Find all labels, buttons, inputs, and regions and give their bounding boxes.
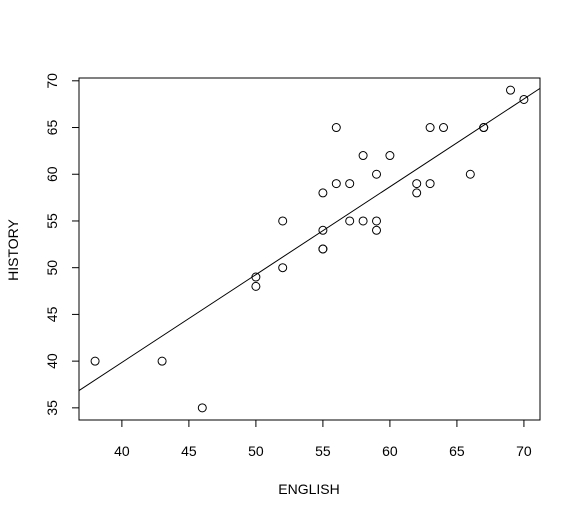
x-tick-label: 55	[315, 443, 331, 459]
y-tick-label: 60	[44, 166, 60, 182]
y-axis-label: HISTORY	[5, 218, 21, 280]
data-point	[251, 281, 261, 291]
y-tick-label: 35	[44, 400, 60, 416]
data-points-layer	[90, 85, 529, 413]
y-tick-label: 50	[44, 260, 60, 276]
y-tick-label: 70	[44, 73, 60, 89]
data-point	[318, 244, 328, 254]
data-point	[278, 216, 288, 226]
x-axis: 40 45 50 55 60 65 70	[114, 420, 532, 459]
data-point	[331, 123, 341, 133]
plot-frame	[78, 77, 541, 421]
regression-line	[78, 87, 541, 391]
y-tick-label: 55	[44, 213, 60, 229]
data-point	[372, 216, 382, 226]
data-point	[358, 151, 368, 161]
data-point	[157, 356, 167, 366]
data-point	[465, 169, 475, 179]
data-point	[345, 216, 355, 226]
data-point	[278, 263, 288, 273]
y-tick-label: 40	[44, 353, 60, 369]
x-tick-label: 45	[181, 443, 197, 459]
data-point	[412, 188, 422, 198]
y-tick-label: 65	[44, 120, 60, 136]
x-tick-label: 50	[248, 443, 264, 459]
data-point	[412, 179, 422, 189]
data-point	[425, 123, 435, 133]
data-point	[318, 188, 328, 198]
data-point	[506, 85, 516, 95]
x-axis-label: ENGLISH	[278, 481, 339, 497]
y-tick-label: 45	[44, 306, 60, 322]
data-point	[197, 403, 207, 413]
x-tick-label: 70	[516, 443, 532, 459]
data-point	[345, 179, 355, 189]
x-tick-label: 60	[382, 443, 398, 459]
data-point	[318, 225, 328, 235]
regression-line-layer	[78, 87, 541, 391]
data-point	[251, 272, 261, 282]
y-axis: 35 40 45 50 55 60 65 70	[44, 73, 79, 416]
data-point	[90, 356, 100, 366]
data-point	[519, 94, 529, 104]
data-point	[372, 169, 382, 179]
data-point	[331, 179, 341, 189]
data-point	[385, 151, 395, 161]
data-point	[479, 123, 489, 133]
data-point	[358, 216, 368, 226]
data-point	[425, 179, 435, 189]
data-point	[439, 123, 449, 133]
x-tick-label: 40	[114, 443, 130, 459]
x-tick-label: 65	[449, 443, 465, 459]
data-point	[372, 225, 382, 235]
